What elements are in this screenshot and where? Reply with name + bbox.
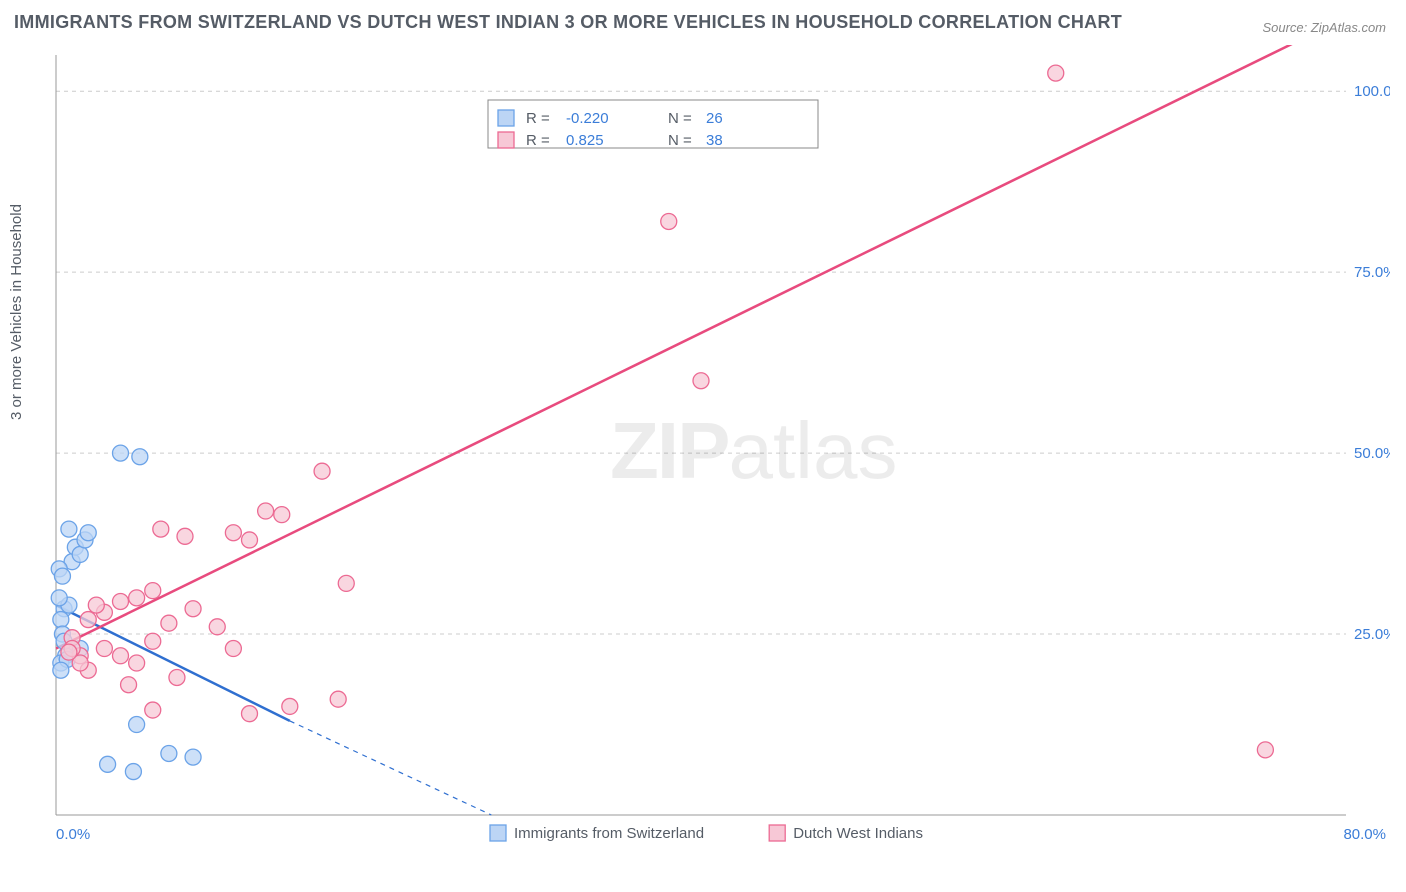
bottom-legend-label: Dutch West Indians: [793, 825, 923, 842]
data-point: [185, 749, 201, 765]
data-point: [225, 641, 241, 657]
data-point: [113, 593, 129, 609]
data-point: [661, 213, 677, 229]
data-point: [338, 575, 354, 591]
data-point: [161, 615, 177, 631]
data-point: [225, 525, 241, 541]
chart-title: IMMIGRANTS FROM SWITZERLAND VS DUTCH WES…: [14, 12, 1122, 33]
y-axis-label: 3 or more Vehicles in Household: [8, 204, 25, 420]
data-point: [113, 648, 129, 664]
data-point: [54, 568, 70, 584]
legend-swatch: [498, 110, 514, 126]
data-point: [1048, 65, 1064, 81]
data-point: [153, 521, 169, 537]
data-point: [185, 601, 201, 617]
legend-r-value: 0.825: [566, 132, 604, 149]
data-point: [53, 612, 69, 628]
legend-r-label: R =: [526, 132, 550, 149]
data-point: [242, 532, 258, 548]
data-point: [129, 655, 145, 671]
data-point: [1257, 742, 1273, 758]
data-point: [129, 590, 145, 606]
legend-r-value: -0.220: [566, 110, 609, 127]
data-point: [129, 717, 145, 733]
data-point: [161, 745, 177, 761]
data-point: [145, 583, 161, 599]
data-point: [282, 698, 298, 714]
legend-r-label: R =: [526, 110, 550, 127]
legend-n-label: N =: [668, 110, 692, 127]
data-point: [169, 669, 185, 685]
data-point: [72, 546, 88, 562]
trend-line-extension: [290, 721, 492, 815]
legend-n-label: N =: [668, 132, 692, 149]
data-point: [61, 521, 77, 537]
legend-n-value: 26: [706, 110, 723, 127]
x-tick-label: 0.0%: [56, 826, 90, 843]
data-point: [145, 702, 161, 718]
data-point: [274, 507, 290, 523]
data-point: [80, 612, 96, 628]
data-point: [61, 644, 77, 660]
y-tick-label: 75.0%: [1354, 264, 1390, 281]
data-point: [258, 503, 274, 519]
bottom-legend-swatch: [769, 825, 785, 841]
scatter-chart-svg: 25.0% 50.0% 75.0% 100.0% 0.0% 80.0% R = -0.220 N…: [50, 45, 1390, 845]
data-point: [113, 445, 129, 461]
data-point: [209, 619, 225, 635]
x-tick-label: 80.0%: [1343, 826, 1386, 843]
data-point: [121, 677, 137, 693]
data-point: [145, 633, 161, 649]
data-point: [51, 590, 67, 606]
legend-swatch: [498, 132, 514, 148]
legend-n-value: 38: [706, 132, 723, 149]
data-point: [96, 641, 112, 657]
data-point: [314, 463, 330, 479]
data-point: [132, 449, 148, 465]
bottom-legend-label: Immigrants from Switzerland: [514, 825, 704, 842]
chart-area: 25.0% 50.0% 75.0% 100.0% 0.0% 80.0% R = -0.220 N…: [50, 45, 1390, 845]
data-point: [693, 373, 709, 389]
y-tick-label: 25.0%: [1354, 626, 1390, 643]
y-tick-label: 100.0%: [1354, 83, 1390, 100]
source-attribution: Source: ZipAtlas.com: [1262, 20, 1386, 35]
data-point: [53, 662, 69, 678]
y-tick-label: 50.0%: [1354, 445, 1390, 462]
data-point: [330, 691, 346, 707]
data-point: [80, 525, 96, 541]
data-point: [125, 764, 141, 780]
data-point: [100, 756, 116, 772]
data-point: [242, 706, 258, 722]
data-point: [88, 597, 104, 613]
bottom-legend-swatch: [490, 825, 506, 841]
data-point: [177, 528, 193, 544]
